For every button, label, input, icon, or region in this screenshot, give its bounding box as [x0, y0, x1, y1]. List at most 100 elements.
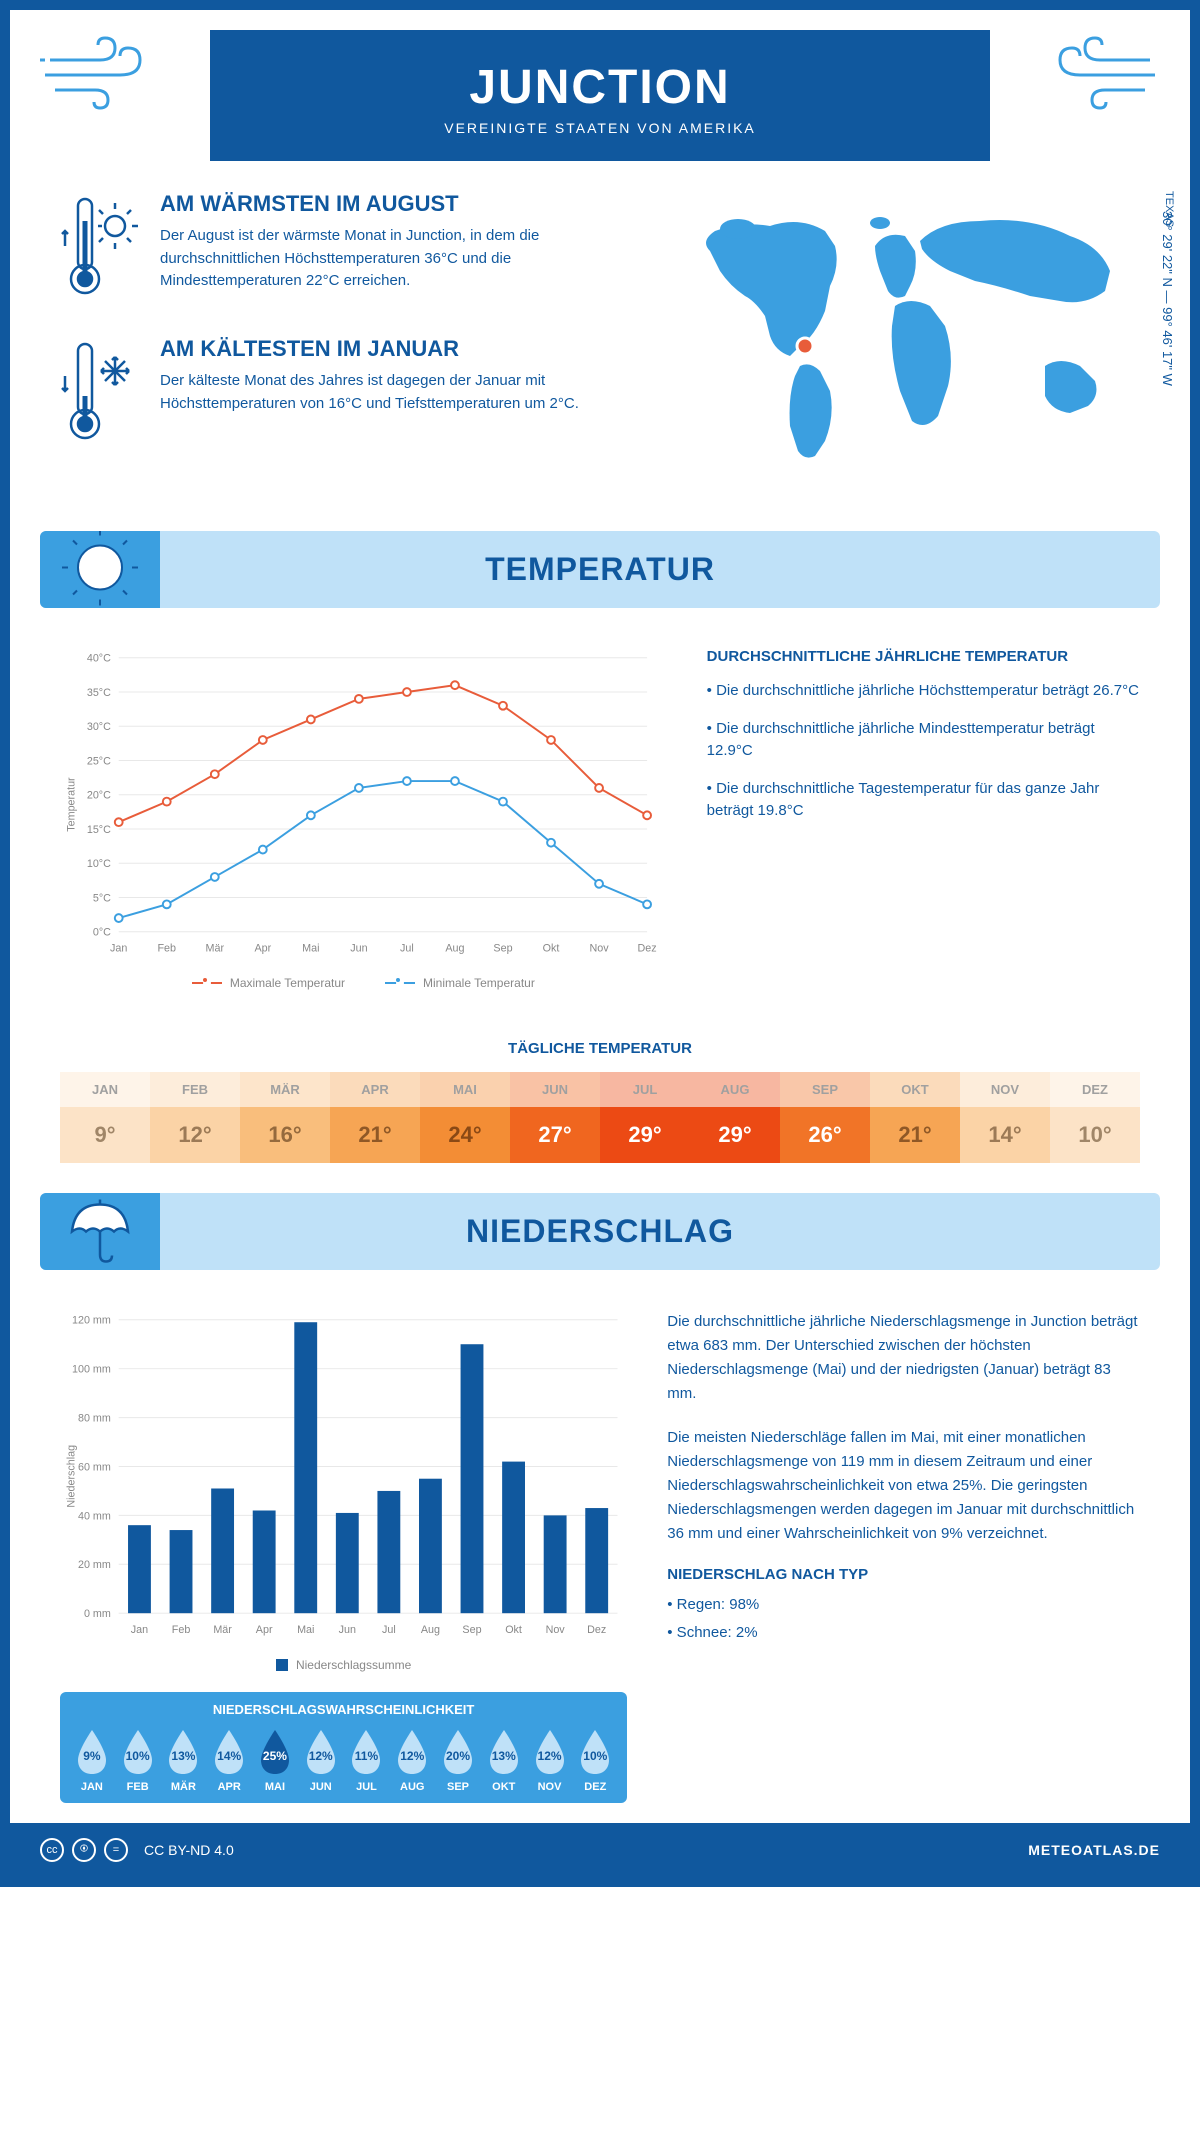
- svg-text:Sep: Sep: [462, 1624, 481, 1636]
- svg-text:0°C: 0°C: [93, 927, 111, 939]
- svg-text:Feb: Feb: [172, 1624, 191, 1636]
- probability-cell: 14% APR: [207, 1727, 251, 1793]
- svg-text:30°C: 30°C: [87, 721, 111, 733]
- warmest-text: Der August ist der wärmste Monat in Junc…: [160, 225, 620, 293]
- sun-icon: [60, 531, 140, 608]
- precip-text-1: Die durchschnittliche jährliche Niedersc…: [667, 1310, 1140, 1406]
- svg-text:60 mm: 60 mm: [78, 1462, 111, 1474]
- page-title: JUNCTION: [210, 60, 990, 115]
- svg-text:Aug: Aug: [421, 1624, 440, 1636]
- page-subtitle: VEREINIGTE STAATEN VON AMERIKA: [210, 120, 990, 136]
- thermometer-sun-icon: [60, 191, 140, 306]
- temperature-section-header: TEMPERATUR: [40, 531, 1160, 608]
- probability-cell: 13% MÄR: [162, 1727, 206, 1793]
- precipitation-section-header: NIEDERSCHLAG: [40, 1193, 1160, 1270]
- intro-section: AM WÄRMSTEN IM AUGUST Der August ist der…: [10, 161, 1190, 511]
- header: JUNCTION VEREINIGTE STAATEN VON AMERIKA: [210, 30, 990, 161]
- footer: cc 🅯 = CC BY-ND 4.0 METEOATLAS.DE: [10, 1823, 1190, 1877]
- precipitation-probability-box: NIEDERSCHLAGSWAHRSCHEINLICHKEIT 9% JAN 1…: [60, 1692, 627, 1803]
- precip-snow: • Schnee: 2%: [667, 1621, 1140, 1645]
- daily-temp-cell: MÄR 16°: [240, 1072, 330, 1163]
- svg-text:Jul: Jul: [382, 1624, 396, 1636]
- probability-cell: 25% MAI: [253, 1727, 297, 1793]
- legend-precip: Niederschlagssumme: [276, 1658, 411, 1672]
- svg-text:Dez: Dez: [638, 942, 657, 954]
- probability-cell: 12% NOV: [528, 1727, 572, 1793]
- svg-text:Jan: Jan: [110, 942, 127, 954]
- daily-temp-cell: SEP 26°: [780, 1072, 870, 1163]
- daily-temp-cell: OKT 21°: [870, 1072, 960, 1163]
- svg-text:80 mm: 80 mm: [78, 1413, 111, 1425]
- daily-temp-cell: NOV 14°: [960, 1072, 1050, 1163]
- daily-temp-cell: MAI 24°: [420, 1072, 510, 1163]
- svg-text:10°C: 10°C: [87, 858, 111, 870]
- daily-temp-cell: FEB 12°: [150, 1072, 240, 1163]
- svg-text:Mär: Mär: [213, 1624, 232, 1636]
- svg-text:20°C: 20°C: [87, 790, 111, 802]
- license-label: CC BY-ND 4.0: [144, 1842, 234, 1858]
- site-label: METEOATLAS.DE: [1028, 1842, 1160, 1858]
- precipitation-chart: 0 mm20 mm40 mm60 mm80 mm100 mm120 mmJanF…: [60, 1310, 627, 1672]
- temp-bullet-2: • Die durchschnittliche jährliche Mindes…: [707, 718, 1140, 763]
- probability-cell: 9% JAN: [70, 1727, 114, 1793]
- svg-text:Jun: Jun: [339, 1624, 356, 1636]
- daily-temperature-table: JAN 9°FEB 12°MÄR 16°APR 21°MAI 24°JUN 27…: [60, 1072, 1140, 1163]
- svg-text:Temperatur: Temperatur: [66, 777, 78, 832]
- svg-text:Okt: Okt: [505, 1624, 522, 1636]
- umbrella-icon: [60, 1193, 140, 1270]
- svg-text:Sep: Sep: [493, 942, 512, 954]
- temperature-title: TEMPERATUR: [60, 551, 1140, 588]
- svg-text:Mai: Mai: [302, 942, 319, 954]
- daily-temp-cell: DEZ 10°: [1050, 1072, 1140, 1163]
- infographic-container: JUNCTION VEREINIGTE STAATEN VON AMERIKA: [0, 0, 1200, 1887]
- svg-text:0 mm: 0 mm: [84, 1608, 111, 1620]
- warmest-title: AM WÄRMSTEN IM AUGUST: [160, 191, 620, 217]
- coldest-block: AM KÄLTESTEN IM JANUAR Der kälteste Mona…: [60, 336, 620, 451]
- warmest-block: AM WÄRMSTEN IM AUGUST Der August ist der…: [60, 191, 620, 306]
- location-marker-icon: [797, 338, 813, 354]
- coldest-text: Der kälteste Monat des Jahres ist dagege…: [160, 370, 620, 415]
- svg-text:Nov: Nov: [589, 942, 609, 954]
- svg-text:25°C: 25°C: [87, 755, 111, 767]
- svg-text:Jul: Jul: [400, 942, 414, 954]
- probability-cell: 10% DEZ: [573, 1727, 617, 1793]
- temperature-section: 0°C5°C10°C15°C20°C25°C30°C35°C40°CJanFeb…: [10, 628, 1190, 1010]
- precipitation-title: NIEDERSCHLAG: [60, 1213, 1140, 1250]
- daily-temp-cell: AUG 29°: [690, 1072, 780, 1163]
- svg-text:Jun: Jun: [350, 942, 367, 954]
- prob-title: NIEDERSCHLAGSWAHRSCHEINLICHKEIT: [70, 1702, 617, 1717]
- probability-cell: 12% JUN: [299, 1727, 343, 1793]
- svg-text:Apr: Apr: [254, 942, 271, 954]
- svg-text:40°C: 40°C: [87, 653, 111, 665]
- by-icon: 🅯: [72, 1838, 96, 1862]
- daily-temp-cell: APR 21°: [330, 1072, 420, 1163]
- daily-temp-cell: JUN 27°: [510, 1072, 600, 1163]
- world-map: TEXAS 30° 29' 22" N — 99° 46' 17" W: [660, 191, 1140, 481]
- temperature-chart: 0°C5°C10°C15°C20°C25°C30°C35°C40°CJanFeb…: [60, 648, 667, 990]
- svg-text:120 mm: 120 mm: [72, 1315, 111, 1327]
- svg-text:40 mm: 40 mm: [78, 1510, 111, 1522]
- svg-text:5°C: 5°C: [93, 892, 111, 904]
- legend-max: Maximale Temperatur: [192, 976, 345, 990]
- temp-bullet-1: • Die durchschnittliche jährliche Höchst…: [707, 680, 1140, 703]
- svg-text:Okt: Okt: [543, 942, 560, 954]
- coldest-title: AM KÄLTESTEN IM JANUAR: [160, 336, 620, 362]
- daily-temp-title: TÄGLICHE TEMPERATUR: [10, 1040, 1190, 1057]
- probability-cell: 13% OKT: [482, 1727, 526, 1793]
- precip-text-2: Die meisten Niederschläge fallen im Mai,…: [667, 1426, 1140, 1546]
- temperature-info: DURCHSCHNITTLICHE JÄHRLICHE TEMPERATUR •…: [707, 648, 1140, 990]
- svg-text:Nov: Nov: [546, 1624, 566, 1636]
- precip-type-title: NIEDERSCHLAG NACH TYP: [667, 1566, 1140, 1583]
- coordinates: 30° 29' 22" N — 99° 46' 17" W: [1160, 211, 1175, 386]
- cc-icon: cc: [40, 1838, 64, 1862]
- daily-temp-cell: JAN 9°: [60, 1072, 150, 1163]
- svg-text:15°C: 15°C: [87, 824, 111, 836]
- svg-text:Mai: Mai: [297, 1624, 314, 1636]
- nd-icon: =: [104, 1838, 128, 1862]
- temp-info-title: DURCHSCHNITTLICHE JÄHRLICHE TEMPERATUR: [707, 648, 1140, 665]
- svg-text:Niederschlag: Niederschlag: [66, 1445, 78, 1508]
- svg-text:Mär: Mär: [206, 942, 225, 954]
- temp-bullet-3: • Die durchschnittliche Tagestemperatur …: [707, 778, 1140, 823]
- precipitation-section: 0 mm20 mm40 mm60 mm80 mm100 mm120 mmJanF…: [10, 1290, 1190, 1823]
- daily-temp-cell: JUL 29°: [600, 1072, 690, 1163]
